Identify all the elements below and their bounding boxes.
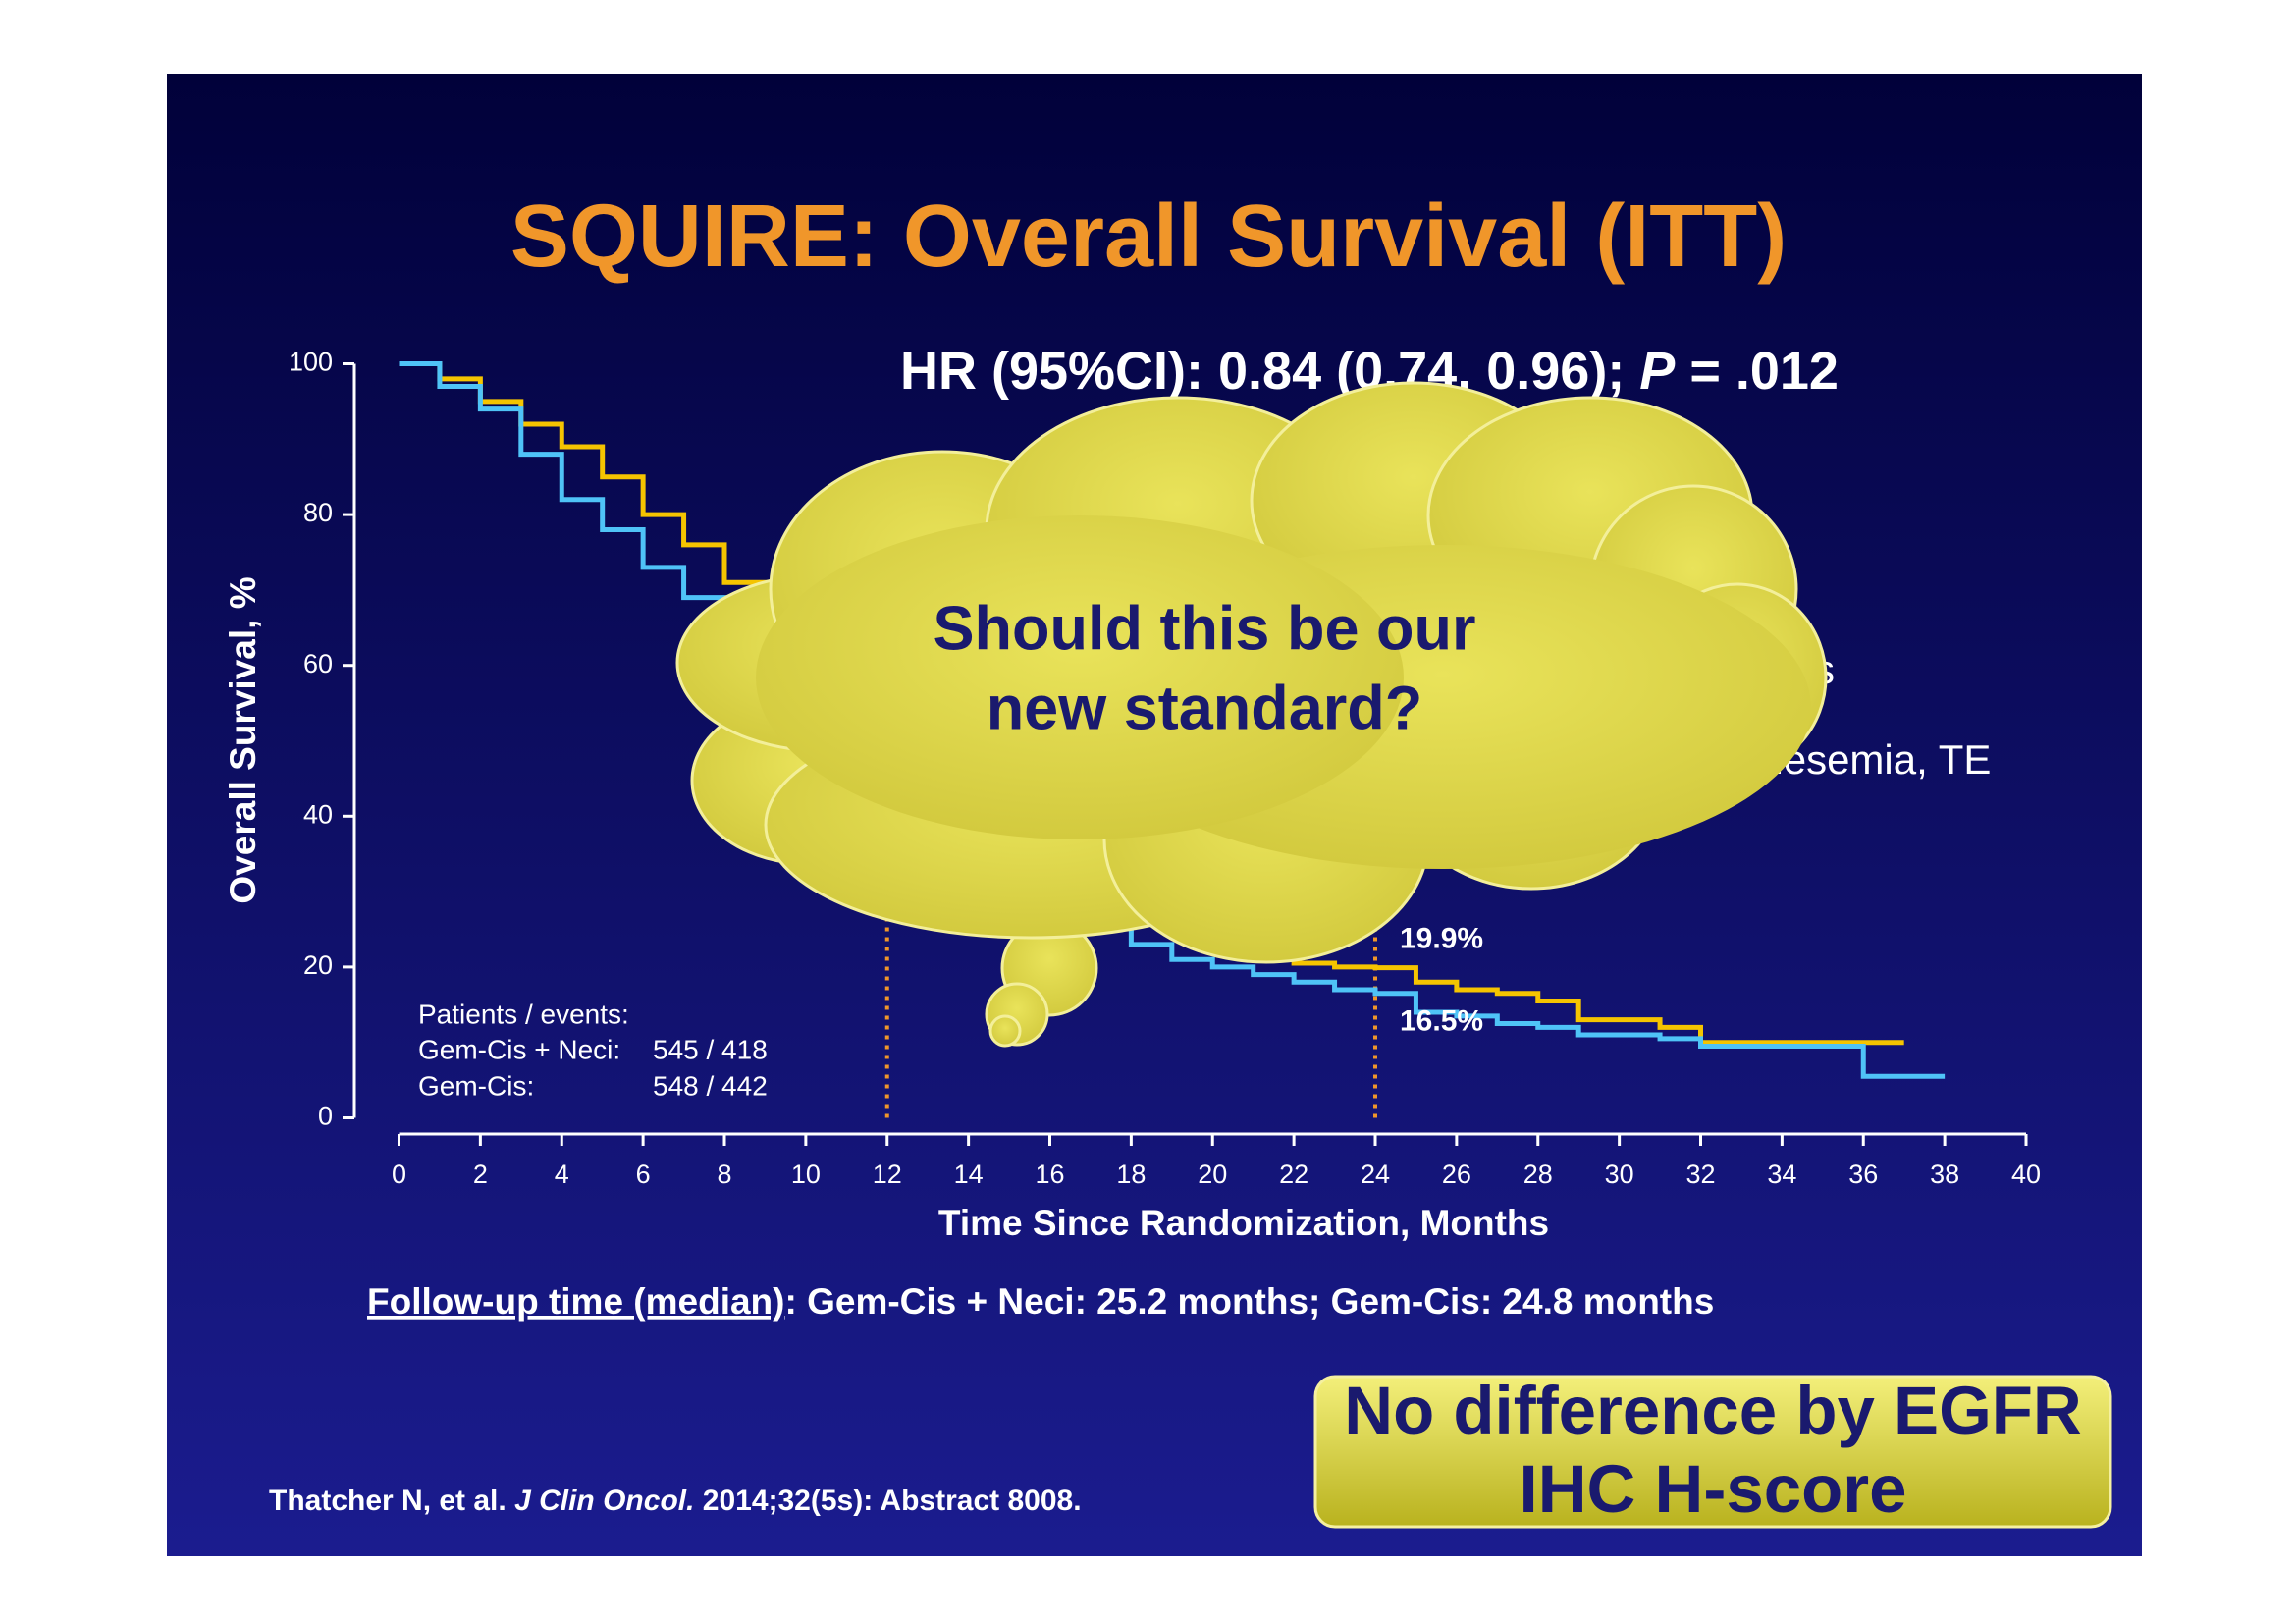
callout-box xyxy=(1313,1375,2112,1529)
y-tick-label: 20 xyxy=(303,950,333,980)
follow-up-text: Follow-up time (median): Gem-Cis + Neci:… xyxy=(367,1281,1714,1322)
x-tick-label: 34 xyxy=(1767,1160,1796,1189)
y-axis-title: Overall Survival, % xyxy=(223,576,263,903)
x-tick-label: 22 xyxy=(1279,1160,1308,1189)
x-tick-label: 26 xyxy=(1442,1160,1471,1189)
citation: Thatcher N, et al. J Clin Oncol. 2014;32… xyxy=(269,1485,1082,1517)
x-tick-label: 0 xyxy=(392,1160,406,1189)
x-tick-label: 24 xyxy=(1361,1160,1390,1189)
cloud-core xyxy=(756,515,1404,839)
x-tick-label: 38 xyxy=(1930,1160,1959,1189)
table-label: Gem-Cis + Neci: xyxy=(418,1034,620,1064)
y-tick-label: 100 xyxy=(289,348,333,377)
follow-up-detail: : Gem-Cis + Neci: 25.2 months; Gem-Cis: … xyxy=(784,1281,1714,1322)
thought-cloud xyxy=(675,381,1828,1048)
annotation: 19.9% xyxy=(1400,923,1483,955)
table-title: Patients / events: xyxy=(418,999,629,1029)
slide-title: SQUIRE: Overall Survival (ITT) xyxy=(510,188,1787,286)
table-value: 545 / 418 xyxy=(653,1034,768,1064)
x-tick-label: 36 xyxy=(1848,1160,1878,1189)
x-tick-label: 6 xyxy=(636,1160,651,1189)
citation-authors: Thatcher N, et al. xyxy=(269,1485,514,1517)
callout-text: No difference by EGFR xyxy=(1344,1373,2081,1448)
y-tick-label: 60 xyxy=(303,649,333,678)
table-value: 548 / 442 xyxy=(653,1070,768,1101)
x-tick-label: 10 xyxy=(791,1160,821,1189)
cloud-text: new standard? xyxy=(987,675,1423,743)
hr-main: HR (95%CI): 0.84 (0.74, 0.96); xyxy=(900,342,1639,401)
x-tick-label: 8 xyxy=(717,1160,731,1189)
y-tick-label: 80 xyxy=(303,498,333,527)
hr-value: = .012 xyxy=(1675,342,1839,401)
y-tick-label: 40 xyxy=(303,799,333,829)
x-tick-label: 14 xyxy=(954,1160,984,1189)
callout-text: IHC H-score xyxy=(1520,1451,1907,1527)
x-tick-label: 12 xyxy=(873,1160,902,1189)
cloud-bubble xyxy=(988,1014,1022,1048)
hr-p: P xyxy=(1639,342,1676,401)
x-tick-label: 16 xyxy=(1035,1160,1064,1189)
x-tick-label: 18 xyxy=(1116,1160,1146,1189)
follow-up-label: Follow-up time (median) xyxy=(367,1281,784,1322)
y-tick-label: 0 xyxy=(318,1102,333,1131)
table-label: Gem-Cis: xyxy=(418,1070,534,1101)
x-tick-label: 2 xyxy=(473,1160,488,1189)
x-tick-label: 28 xyxy=(1523,1160,1553,1189)
x-tick-label: 40 xyxy=(2011,1160,2041,1189)
x-tick-label: 20 xyxy=(1198,1160,1227,1189)
cloud-text: Should this be our xyxy=(934,595,1476,664)
x-tick-label: 4 xyxy=(555,1160,569,1189)
citation-journal: J Clin Oncol. xyxy=(514,1485,694,1517)
annotation: 16.5% xyxy=(1400,1005,1483,1038)
citation-detail: 2014;32(5s): Abstract 8008. xyxy=(694,1485,1081,1517)
x-axis-title: Time Since Randomization, Months xyxy=(938,1203,1549,1243)
x-tick-label: 32 xyxy=(1685,1160,1715,1189)
x-tick-label: 30 xyxy=(1605,1160,1634,1189)
hr-text: HR (95%CI): 0.84 (0.74, 0.96); P = .012 xyxy=(900,342,1839,401)
